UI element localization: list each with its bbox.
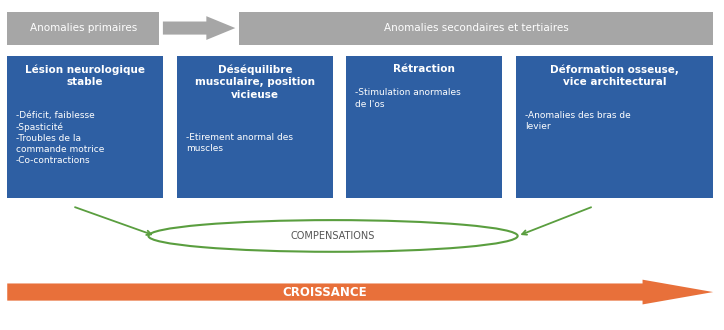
Text: COMPENSATIONS: COMPENSATIONS — [291, 231, 375, 241]
FancyBboxPatch shape — [7, 56, 163, 198]
Text: Lésion neurologique
stable: Lésion neurologique stable — [25, 64, 145, 87]
FancyBboxPatch shape — [177, 56, 333, 198]
FancyBboxPatch shape — [7, 12, 159, 45]
Text: Rétraction: Rétraction — [393, 64, 455, 74]
Text: -Déficit, faiblesse
-Spasticité
-Troubles de la
commande motrice
-Co-contraction: -Déficit, faiblesse -Spasticité -Trouble… — [16, 111, 104, 165]
Polygon shape — [7, 280, 713, 304]
Text: Déformation osseuse,
vice architectural: Déformation osseuse, vice architectural — [550, 64, 679, 87]
Text: Anomalies primaires: Anomalies primaires — [30, 23, 137, 33]
Text: -Stimulation anormales
de l'os: -Stimulation anormales de l'os — [355, 88, 460, 109]
Polygon shape — [163, 16, 235, 40]
Text: CROISSANCE: CROISSANCE — [282, 285, 367, 299]
Text: -Anomalies des bras de
levier: -Anomalies des bras de levier — [525, 111, 631, 131]
FancyBboxPatch shape — [516, 56, 713, 198]
FancyBboxPatch shape — [346, 56, 502, 198]
Text: -Etirement anormal des
muscles: -Etirement anormal des muscles — [186, 133, 293, 153]
FancyBboxPatch shape — [239, 12, 713, 45]
Ellipse shape — [148, 220, 518, 252]
Text: Anomalies secondaires et tertiaires: Anomalies secondaires et tertiaires — [384, 23, 568, 33]
Text: Déséquilibre
musculaire, position
vicieuse: Déséquilibre musculaire, position vicieu… — [195, 64, 315, 100]
